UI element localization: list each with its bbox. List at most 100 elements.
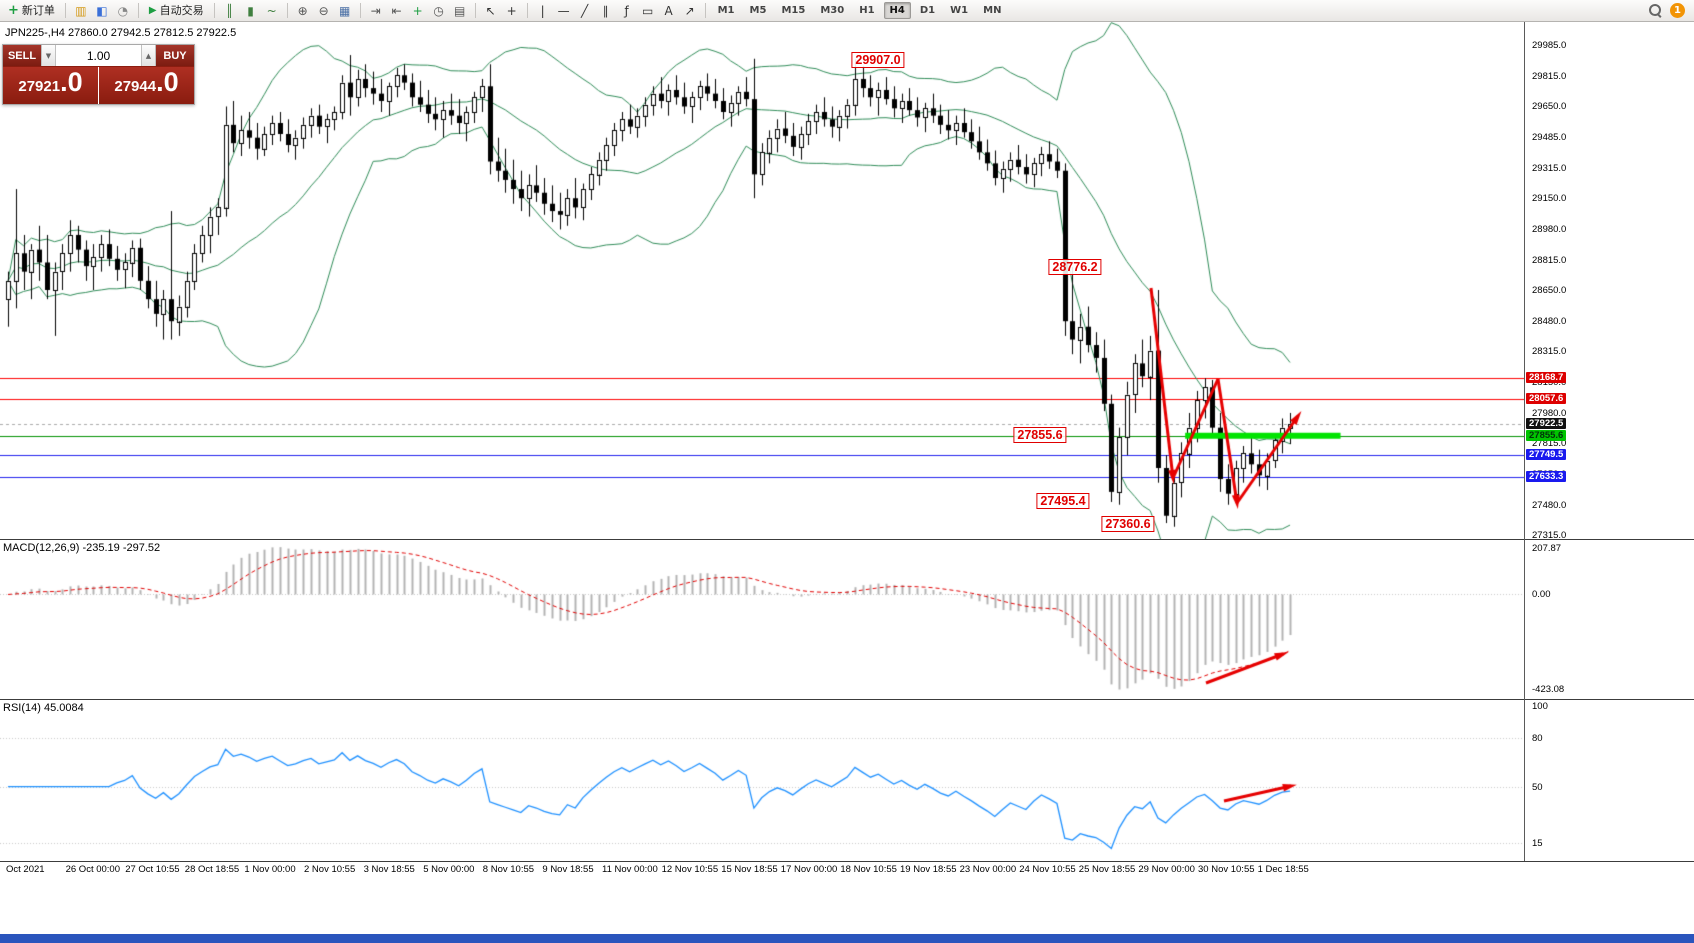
price-tick: 29985.0 — [1532, 40, 1567, 51]
buy-price-button[interactable]: 27944 .0 — [99, 67, 194, 104]
price-badge: 27749.5 — [1526, 449, 1567, 461]
time-label: 3 Nov 18:55 — [363, 864, 415, 875]
channel-icon[interactable]: ∥ — [602, 3, 609, 18]
timeframe-mn[interactable]: MN — [983, 5, 1002, 16]
timeframe-w1[interactable]: W1 — [950, 5, 969, 16]
sell-price-button[interactable]: 27921 .0 — [3, 67, 98, 104]
price-annotation[interactable]: 27495.4 — [1036, 493, 1090, 509]
time-label: 11 Nov 00:00 — [602, 864, 658, 875]
buy-button[interactable]: BUY — [156, 45, 194, 66]
toolbar-file-group: ▥ ◧ ◔ — [71, 2, 133, 20]
arrows-icon[interactable]: ↗ — [684, 3, 695, 18]
macd-panel-canvas[interactable] — [0, 540, 1524, 699]
time-axis[interactable]: Oct 2021 26 Oct 00:00 27 Oct 10:55 28 Oct 1… — [0, 862, 1524, 878]
one-click-top-row: SELL ▼ 1.00 ▲ BUY — [3, 45, 194, 66]
sell-button[interactable]: SELL — [3, 45, 41, 66]
price-annotation[interactable]: 29907.0 — [851, 52, 905, 68]
autotrade-label: 自动交易 — [159, 4, 204, 17]
new-order-button[interactable]: + 新订单 — [3, 2, 60, 20]
text-icon[interactable]: A — [664, 3, 673, 18]
time-label: 18 Nov 10:55 — [840, 864, 897, 875]
taskbar-strip — [0, 934, 1694, 943]
toolbar-separator — [64, 3, 66, 18]
price-annotation[interactable]: 28776.2 — [1048, 259, 1102, 275]
timeframe-m30[interactable]: M30 — [820, 5, 845, 16]
toolbar-separator — [359, 3, 361, 18]
toolbar-separator — [137, 3, 139, 18]
price-tick: 27815.0 — [1532, 438, 1567, 450]
candlestick-icon[interactable]: ▮ — [247, 3, 254, 18]
volume-decrease-button[interactable]: ▼ — [41, 45, 56, 66]
timeframe-d1[interactable]: D1 — [919, 5, 936, 16]
panel-resize-separator[interactable] — [0, 699, 1694, 700]
main-chart-canvas[interactable] — [0, 22, 1524, 539]
crosshair-icon[interactable]: + — [506, 3, 517, 18]
toolbar-separator — [526, 3, 528, 18]
toolbar-icon-groups: ║ ▮ ~ ⊕ ⊖ ▦ ⇥ ⇤ + ◷ ▤ ↖ + | — ╱ ∥ ƒ ▭ A ↗ — [220, 2, 710, 20]
time-label: Oct 2021 — [6, 864, 45, 875]
price-tick: 28815.0 — [1532, 254, 1567, 266]
timeframe-m15[interactable]: M15 — [781, 5, 806, 16]
shapes-icon[interactable]: ▭ — [641, 3, 654, 18]
timeframe-h4[interactable]: H4 — [883, 2, 911, 19]
panel-resize-separator[interactable] — [0, 539, 1694, 540]
price-badge: 27922.5 — [1526, 417, 1567, 429]
buy-price: 27944 — [114, 78, 157, 95]
zoom-out-icon[interactable]: ⊖ — [318, 3, 329, 18]
price-badge: 28168.7 — [1526, 372, 1567, 384]
price-tick: 29150.0 — [1532, 193, 1567, 205]
indicators-icon[interactable]: + — [412, 3, 423, 18]
time-label: 8 Nov 10:55 — [482, 864, 535, 875]
toolbar-separator — [704, 3, 706, 18]
timeframe-buttons: M1 M5 M15 M30 H1 H4 D1 W1 MN — [711, 2, 1009, 19]
chart-shift-icon[interactable]: ⇤ — [391, 3, 402, 18]
time-label: 2 Nov 10:55 — [304, 864, 356, 875]
time-label: 1 Nov 00:00 — [244, 864, 296, 875]
time-axis-separator — [0, 861, 1694, 862]
play-icon: ▶ — [148, 4, 157, 16]
rsi-tick: 50 — [1532, 781, 1543, 793]
auto-scroll-icon[interactable]: ⇥ — [370, 3, 381, 18]
time-label: 24 Nov 10:55 — [1019, 864, 1076, 875]
market-watch-icon[interactable]: ◧ — [96, 3, 108, 18]
tile-windows-icon[interactable]: ▦ — [338, 3, 351, 18]
price-tick: 29650.0 — [1532, 101, 1567, 113]
macd-label: MACD(12,26,9) -235.19 -297.52 — [3, 542, 161, 554]
charts-profile-icon[interactable]: ▥ — [75, 3, 87, 18]
time-label: 19 Nov 18:55 — [900, 864, 957, 875]
bar-chart-icon[interactable]: ║ — [225, 3, 234, 18]
volume-input[interactable]: 1.00 — [56, 45, 141, 66]
timeframe-h1[interactable]: H1 — [859, 5, 875, 16]
line-chart-icon[interactable]: ~ — [266, 3, 277, 18]
trendline-icon[interactable]: ╱ — [580, 3, 589, 18]
time-label: 27 Oct 10:55 — [125, 864, 180, 875]
price-scale[interactable]: 29985.0 29815.0 29650.0 29485.0 29315.0 29150… — [1525, 22, 1694, 861]
templates-icon[interactable]: ▤ — [453, 3, 466, 18]
zoom-in-icon[interactable]: ⊕ — [297, 3, 308, 18]
volume-increase-button[interactable]: ▲ — [141, 45, 156, 66]
one-click-trading-panel: SELL ▼ 1.00 ▲ BUY 27921 .0 27944 .0 — [2, 44, 195, 105]
price-tick: 27480.0 — [1532, 499, 1567, 511]
timeframe-m5[interactable]: M5 — [749, 5, 767, 16]
notification-badge[interactable]: 1 — [1670, 3, 1685, 18]
vertical-line-icon[interactable]: | — [540, 3, 545, 18]
price-annotation[interactable]: 27360.6 — [1101, 516, 1155, 532]
horizontal-line-icon[interactable]: — — [557, 3, 570, 18]
refresh-icon[interactable]: ◔ — [117, 3, 129, 18]
fibonacci-icon[interactable]: ƒ — [624, 3, 629, 18]
macd-tick: 207.87 — [1532, 543, 1562, 554]
price-tick: 29485.0 — [1532, 131, 1567, 143]
search-icon[interactable] — [1649, 4, 1662, 17]
timeframe-m1[interactable]: M1 — [717, 5, 735, 16]
sell-price: 27921 — [18, 78, 61, 95]
toolbar-separator — [286, 3, 288, 18]
cursor-icon[interactable]: ↖ — [485, 3, 496, 18]
time-label: 23 Nov 00:00 — [959, 864, 1017, 875]
price-annotation[interactable]: 27855.6 — [1013, 427, 1067, 443]
autotrade-button[interactable]: ▶ 自动交易 — [144, 2, 209, 20]
macd-tick: 0.00 — [1532, 589, 1551, 601]
rsi-tick: 80 — [1532, 733, 1543, 745]
rsi-panel-canvas[interactable] — [0, 700, 1524, 861]
period-icon[interactable]: ◷ — [433, 3, 444, 18]
price-tick: 28650.0 — [1532, 285, 1567, 296]
